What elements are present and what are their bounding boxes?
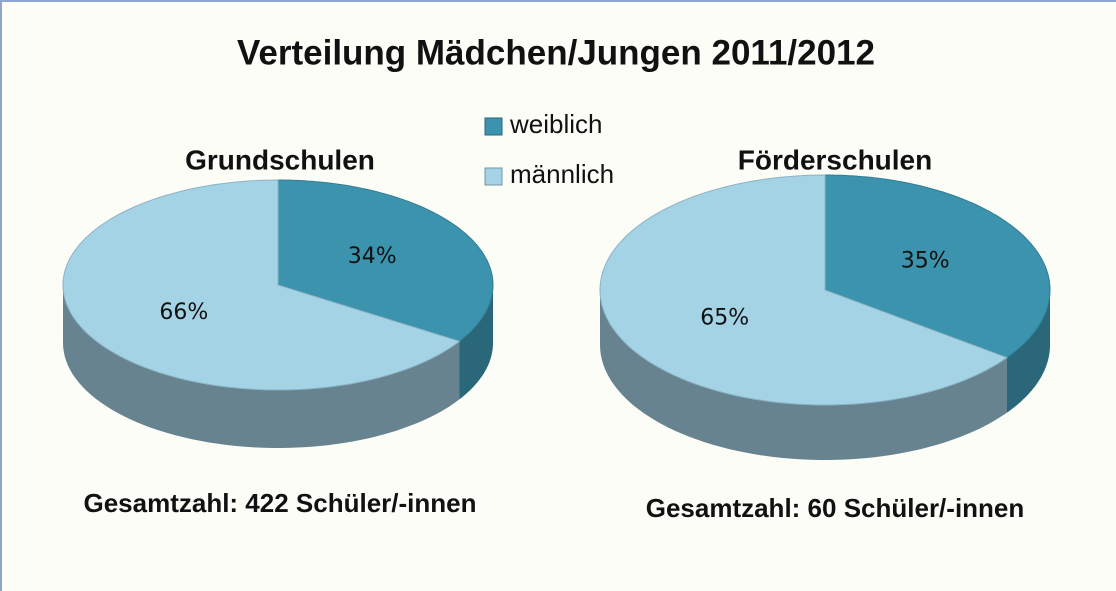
chart-title: Verteilung Mädchen/Jungen 2011/2012	[237, 33, 875, 72]
pie-side	[63, 285, 460, 448]
legend-swatch	[484, 117, 503, 136]
pie-slice	[277, 179, 494, 342]
pie-title: Förderschulen	[738, 144, 932, 175]
data-label: 35%	[901, 248, 950, 273]
legend: weiblich männlich	[484, 109, 614, 189]
total-note: Gesamtzahl: 60 Schüler/-innen	[646, 493, 1025, 523]
data-label: 34%	[348, 244, 397, 269]
pie-slice	[824, 174, 1051, 359]
pie-title: Grundschulen	[185, 144, 375, 175]
total-note: Gesamtzahl: 422 Schüler/-innen	[83, 488, 476, 518]
legend-swatch	[484, 167, 503, 186]
pie-side	[1007, 290, 1050, 413]
pie-side	[600, 290, 1007, 460]
pie-side	[459, 285, 493, 400]
data-label: 66%	[159, 300, 208, 325]
legend-label: weiblich	[509, 109, 603, 139]
pie-slice	[62, 179, 461, 391]
data-label: 65%	[700, 306, 749, 331]
legend-label: männlich	[510, 159, 614, 189]
pie-slice	[599, 174, 1009, 406]
